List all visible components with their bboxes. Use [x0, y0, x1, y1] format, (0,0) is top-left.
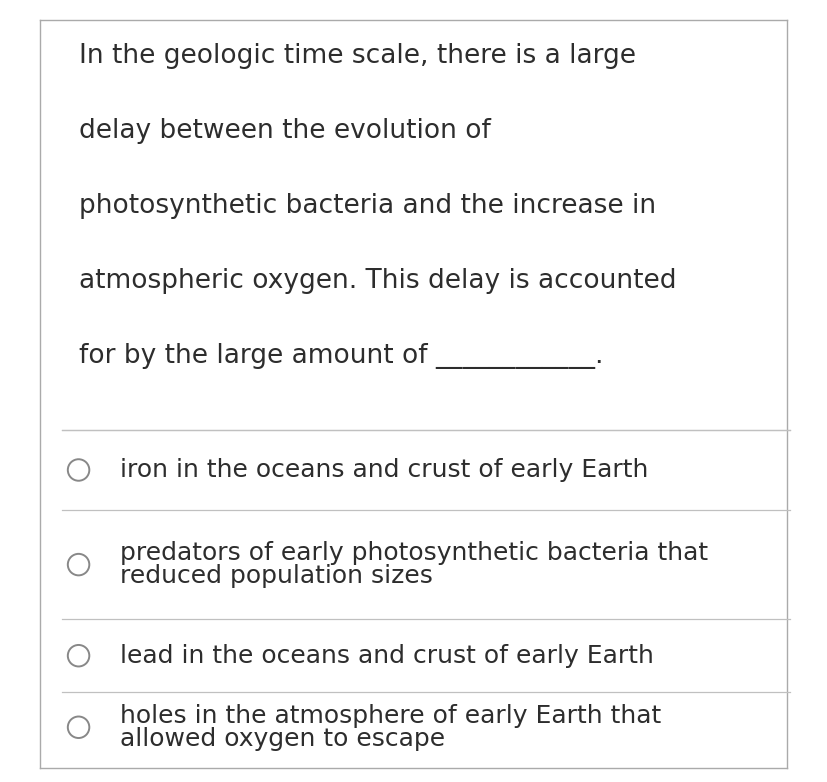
Text: allowed oxygen to escape: allowed oxygen to escape	[120, 727, 445, 751]
Text: delay between the evolution of: delay between the evolution of	[79, 118, 490, 144]
Text: for by the large amount of ____________.: for by the large amount of ____________.	[79, 343, 603, 369]
Text: photosynthetic bacteria and the increase in: photosynthetic bacteria and the increase…	[79, 193, 656, 219]
Text: predators of early photosynthetic bacteria that: predators of early photosynthetic bacter…	[120, 541, 708, 565]
Text: reduced population sizes: reduced population sizes	[120, 565, 433, 588]
Text: In the geologic time scale, there is a large: In the geologic time scale, there is a l…	[79, 43, 636, 69]
Text: atmospheric oxygen. This delay is accounted: atmospheric oxygen. This delay is accoun…	[79, 268, 676, 294]
Text: lead in the oceans and crust of early Earth: lead in the oceans and crust of early Ea…	[120, 644, 654, 668]
Text: iron in the oceans and crust of early Earth: iron in the oceans and crust of early Ea…	[120, 458, 648, 482]
Text: holes in the atmosphere of early Earth that: holes in the atmosphere of early Earth t…	[120, 704, 661, 727]
